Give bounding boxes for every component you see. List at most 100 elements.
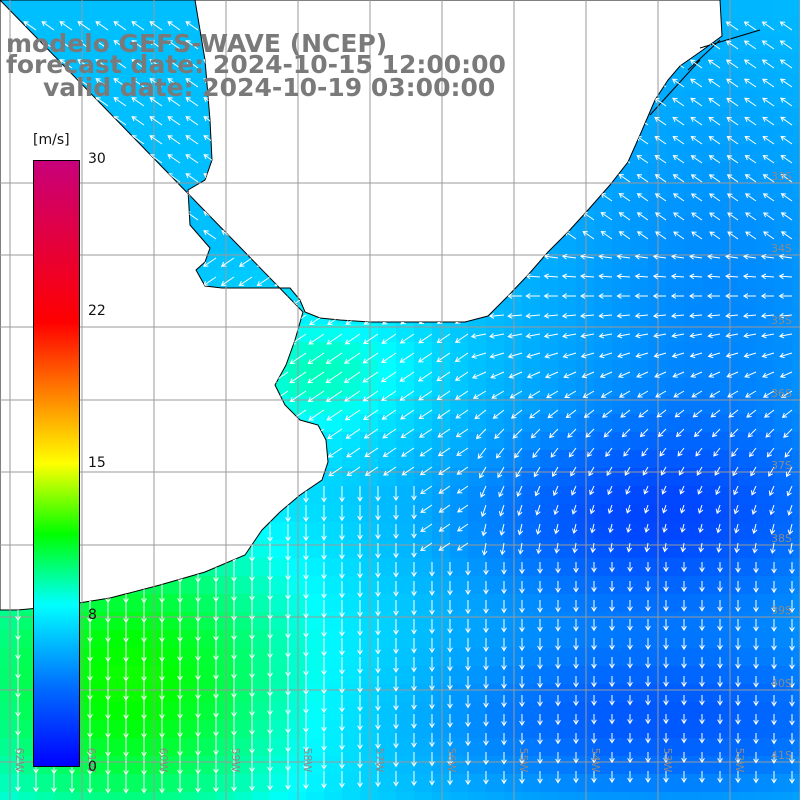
wind-arrow <box>589 504 596 515</box>
wind-arrow <box>779 59 793 69</box>
wind-arrow <box>447 619 453 634</box>
wind-arrow <box>591 600 597 612</box>
wind-arrow <box>501 657 507 671</box>
wind-arrow <box>303 581 309 600</box>
wind-arrow <box>742 293 756 299</box>
wind-arrow <box>303 543 309 561</box>
wind-arrow <box>672 97 685 107</box>
wind-arrow <box>717 752 723 764</box>
wind-arrow <box>726 155 739 164</box>
wind-arrow <box>465 733 471 747</box>
wind-arrow <box>761 332 775 339</box>
wind-arrow <box>141 771 147 794</box>
wind-arrow <box>561 253 577 260</box>
wind-arrow <box>731 447 739 457</box>
wind-arrow <box>492 409 505 419</box>
wind-arrow <box>609 638 615 651</box>
wind-arrow <box>483 752 489 766</box>
wind-arrow <box>429 695 435 710</box>
wind-arrow <box>321 695 327 714</box>
wind-arrow <box>489 333 505 339</box>
wind-arrow <box>537 638 543 651</box>
wind-arrow <box>735 752 741 764</box>
wind-arrow <box>627 771 633 783</box>
wind-arrow <box>501 619 507 633</box>
wind-arrow <box>639 428 649 438</box>
wind-arrow <box>429 714 435 729</box>
wind-arrow <box>753 638 759 651</box>
wind-arrow <box>131 78 145 88</box>
wind-arrow <box>537 619 543 633</box>
wind-arrow <box>393 600 399 616</box>
wind-arrow <box>670 254 685 260</box>
wind-arrow <box>699 657 705 669</box>
wind-arrow <box>769 523 776 535</box>
wind-arrow <box>346 466 361 477</box>
wind-arrow <box>600 212 613 221</box>
lon-label: 55W <box>517 748 530 773</box>
wind-arrow <box>465 771 471 786</box>
wind-arrow <box>447 657 453 672</box>
wind-arrow <box>345 428 361 439</box>
wind-arrow <box>454 352 469 362</box>
wind-arrow <box>113 40 127 50</box>
wind-arrow <box>598 273 613 280</box>
wind-arrow <box>707 254 721 260</box>
wind-arrow <box>675 428 685 438</box>
wind-arrow <box>285 562 291 581</box>
wind-arrow <box>339 562 345 580</box>
wind-arrow <box>553 504 559 516</box>
wind-arrow <box>598 312 613 319</box>
wind-arrow <box>326 333 343 345</box>
lat-label: 37S <box>771 459 792 472</box>
wind-arrow <box>231 771 237 792</box>
wind-arrow <box>526 352 541 359</box>
wind-arrow <box>339 600 345 618</box>
wind-arrow <box>621 428 631 438</box>
wind-arrow <box>711 428 721 438</box>
wind-arrow <box>645 600 651 612</box>
wind-arrow <box>363 333 379 345</box>
wind-arrow <box>321 638 327 657</box>
wind-arrow <box>779 40 793 50</box>
wind-arrow <box>339 695 345 713</box>
wind-arrow <box>399 333 415 344</box>
wind-arrow <box>375 714 381 731</box>
wind-arrow <box>778 332 793 339</box>
wind-arrow <box>689 293 702 299</box>
wind-arrow <box>411 695 417 710</box>
wind-arrow <box>321 543 327 561</box>
wind-arrow <box>429 771 435 786</box>
wind-arrow <box>698 523 704 534</box>
wind-arrow <box>357 676 363 694</box>
wind-arrow <box>525 313 541 319</box>
wind-arrow <box>573 714 579 725</box>
wind-arrow <box>753 676 759 688</box>
wind-arrow <box>518 542 524 555</box>
wind-arrow <box>725 352 739 359</box>
wind-arrow <box>456 523 469 532</box>
wind-arrow <box>672 193 685 202</box>
wind-arrow <box>393 733 399 749</box>
wind-arrow <box>543 333 559 339</box>
wind-arrow <box>645 619 651 631</box>
lat-label: 39S <box>771 604 792 617</box>
wind-arrow <box>778 312 793 319</box>
wind-arrow <box>535 523 542 535</box>
wind-arrow <box>709 390 721 398</box>
wind-arrow <box>303 714 309 734</box>
wind-arrow <box>131 97 145 107</box>
lon-label: 62W <box>13 748 26 773</box>
wind-arrow <box>527 390 541 399</box>
wind-arrow <box>636 212 649 221</box>
wind-arrow <box>709 193 721 202</box>
wind-arrow <box>339 486 345 503</box>
wind-arrow <box>763 231 775 240</box>
wind-arrow <box>308 409 325 421</box>
wind-arrow <box>662 542 668 553</box>
wind-arrow <box>708 155 721 164</box>
wind-arrow <box>618 193 631 202</box>
wind-arrow <box>627 676 633 688</box>
wind-arrow <box>710 409 721 418</box>
wind-arrow <box>725 273 739 280</box>
